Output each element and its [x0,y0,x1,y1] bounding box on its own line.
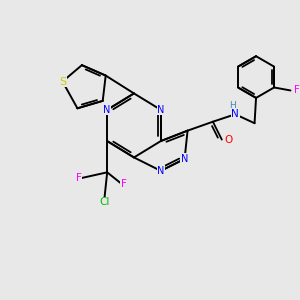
Text: F: F [121,179,127,189]
Text: N: N [231,109,239,119]
Text: F: F [294,85,300,95]
Text: N: N [103,105,111,115]
Text: O: O [225,135,233,145]
Text: N: N [157,166,164,176]
Text: Cl: Cl [99,197,110,207]
Text: H: H [230,101,236,110]
Text: N: N [157,105,164,115]
Text: N: N [181,154,188,164]
Text: F: F [76,173,82,183]
Text: S: S [59,76,66,86]
